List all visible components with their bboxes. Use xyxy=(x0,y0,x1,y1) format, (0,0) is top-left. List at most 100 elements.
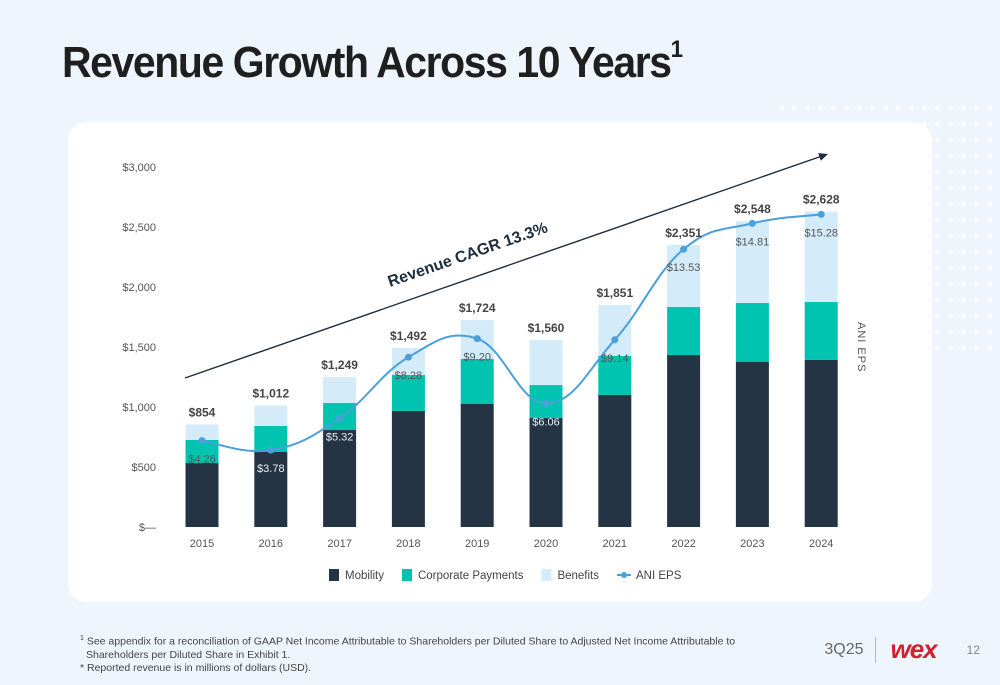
bar-segment-mobility xyxy=(735,362,769,527)
bar-segment-benefits xyxy=(254,405,288,426)
total-label: $1,851 xyxy=(596,286,633,300)
eps-line xyxy=(198,210,825,454)
eps-point xyxy=(404,353,412,361)
eps-point xyxy=(336,414,344,422)
legend-marker-eps xyxy=(621,572,628,578)
bar-segment-mobility xyxy=(323,430,357,527)
footnote: 1 See appendix for a reconciliation of G… xyxy=(80,632,735,675)
eps-label: $14.81 xyxy=(736,236,770,248)
x-tick-label: 2017 xyxy=(327,538,351,550)
eps-label: $4.26 xyxy=(188,454,216,466)
bar-segment-benefits xyxy=(735,221,769,303)
y-tick-label: $1,500 xyxy=(122,342,156,354)
footnote-text-1: See appendix for a reconciliation of GAA… xyxy=(86,635,736,648)
bar-segment-corporate-payments xyxy=(667,307,701,356)
slide-title: Revenue Growth Across 10 Years1 xyxy=(62,36,683,88)
x-tick-label: 2020 xyxy=(534,538,558,550)
eps-point xyxy=(680,245,688,253)
legend-swatch-corporate-payments xyxy=(401,569,412,581)
legend-swatch-benefits xyxy=(541,569,552,581)
total-label: $2,548 xyxy=(734,202,771,216)
bar-segment-benefits xyxy=(185,424,219,440)
cagr-annotation: Revenue CAGR 13.3% xyxy=(184,153,828,379)
footnote-line-1: 1 See appendix for a reconciliation of G… xyxy=(80,632,735,649)
x-tick-label: 2022 xyxy=(671,538,695,550)
bar-segment-benefits xyxy=(391,347,425,375)
eps-point xyxy=(817,210,825,218)
data-labels: $854 $4.26 $1,012 $3.78 $1,249 $5.32 $1,492 $8.… xyxy=(188,193,840,476)
bar-segment-mobility xyxy=(667,355,701,527)
cagr-arrow-line xyxy=(184,155,823,379)
x-tick-label: 2016 xyxy=(259,538,283,550)
x-tick-label: 2018 xyxy=(396,538,420,550)
title-footnote-marker: 1 xyxy=(670,36,683,64)
total-label: $1,492 xyxy=(390,329,427,343)
eps-label: $6.06 xyxy=(532,416,560,428)
bar-segment-benefits xyxy=(598,304,632,356)
y-tick-label: $2,500 xyxy=(122,222,156,234)
eps-point xyxy=(542,399,550,407)
bar-segment-mobility xyxy=(460,404,494,527)
eps-line-path xyxy=(201,213,822,453)
x-axis: 2015 2016 2017 2018 2019 2020 2021 2022 2023 2024 xyxy=(190,538,834,550)
bar-segment-benefits xyxy=(804,211,838,302)
bar-segment-mobility xyxy=(804,359,838,527)
bar-segment-mobility xyxy=(254,452,288,527)
bar-segment-corporate-payments xyxy=(598,356,632,395)
legend-swatch-mobility xyxy=(329,569,339,581)
page-number: 12 xyxy=(966,642,980,657)
total-label: $854 xyxy=(189,406,216,420)
y-tick-label: $500 xyxy=(132,462,156,474)
eps-point xyxy=(267,446,275,454)
y-tick-label: $2,000 xyxy=(122,282,156,294)
legend-label: Benefits xyxy=(557,570,599,582)
x-tick-label: 2023 xyxy=(740,538,764,550)
y-tick-label: $1,000 xyxy=(122,402,156,414)
wex-logo: wex xyxy=(890,634,937,664)
x-tick-label: 2024 xyxy=(809,538,833,550)
y-tick-label: $3,000 xyxy=(122,162,156,174)
total-label: $1,560 xyxy=(528,321,565,335)
eps-label: $9.20 xyxy=(463,352,491,364)
slide-title-text: Revenue Growth Across 10 Years xyxy=(62,38,672,87)
legend: Mobility Corporate Payments Benefits ANI EP… xyxy=(329,569,682,582)
legend-label: Mobility xyxy=(345,570,384,582)
bar-segment-mobility xyxy=(598,395,632,527)
x-tick-label: 2015 xyxy=(190,538,214,550)
footer-divider xyxy=(875,636,877,663)
quarter-label: 3Q25 xyxy=(824,640,864,658)
bar-segment-mobility xyxy=(185,463,219,527)
y2-axis-label: ANI EPS xyxy=(855,322,867,372)
legend-label: ANI EPS xyxy=(636,570,682,582)
bar-segment-mobility xyxy=(529,418,563,527)
bar-segment-benefits xyxy=(529,339,563,386)
bars xyxy=(185,211,838,527)
y-axis: $— $500 $1,000 $1,500 $2,000 $2,500 $3,000 xyxy=(122,162,156,534)
total-label: $2,628 xyxy=(803,193,840,207)
cagr-arrow-head xyxy=(818,153,828,161)
bar-segment-corporate-payments xyxy=(185,440,219,464)
footnote-line-3: * Reported revenue is in millions of dol… xyxy=(80,661,312,674)
total-label: $1,249 xyxy=(321,358,358,372)
eps-point xyxy=(611,336,619,344)
bar-segment-mobility xyxy=(391,410,425,527)
total-label: $1,012 xyxy=(252,387,289,401)
bar-segment-benefits xyxy=(667,244,701,308)
eps-point xyxy=(473,335,481,343)
total-label: $2,351 xyxy=(665,226,702,240)
eps-label: $9.14 xyxy=(601,353,629,365)
footnote-line-2: Shareholders per Diluted Share in Exhibi… xyxy=(86,648,291,661)
eps-point xyxy=(198,437,206,445)
eps-label: $15.28 xyxy=(804,227,838,239)
x-tick-label: 2019 xyxy=(465,538,489,550)
eps-label: $3.78 xyxy=(257,463,285,475)
eps-label: $8.28 xyxy=(395,370,423,382)
footnote-marker: 1 xyxy=(80,635,84,642)
slide-footer: 3Q25 wex 12 xyxy=(824,634,980,665)
x-tick-label: 2021 xyxy=(603,538,627,550)
eps-label: $5.32 xyxy=(326,431,354,443)
bar-segment-benefits xyxy=(323,377,357,404)
total-label: $1,724 xyxy=(459,301,496,315)
bar-segment-corporate-payments xyxy=(804,302,838,360)
